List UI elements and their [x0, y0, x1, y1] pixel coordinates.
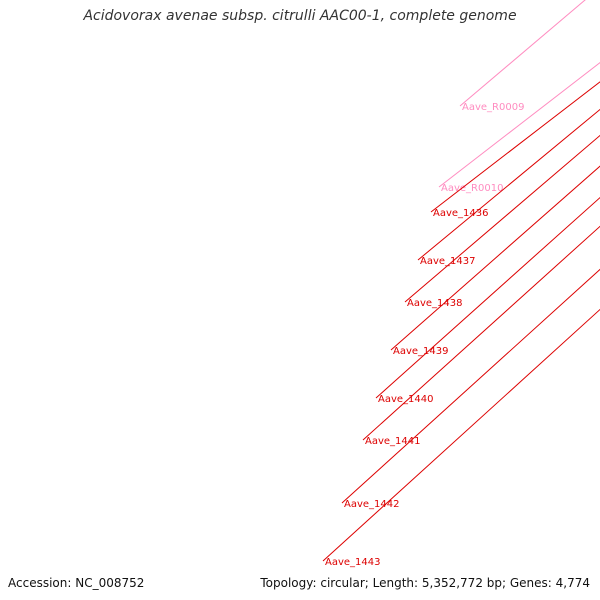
feature-label: Aave_1440 — [378, 394, 434, 405]
feature-label: Aave_1442 — [344, 499, 400, 510]
feature-label: Aave_1438 — [407, 298, 463, 309]
feature-label: Aave_1441 — [365, 436, 421, 447]
feature-leader — [459, 0, 586, 107]
feature-leader — [438, 61, 600, 188]
feature-label: Aave_1439 — [393, 346, 449, 357]
accession-label: Accession: NC_008752 — [8, 576, 145, 590]
feature-leader — [404, 134, 600, 303]
feature-leader — [362, 225, 600, 441]
feature-leader — [322, 308, 600, 562]
feature-label: Aave_1443 — [325, 557, 381, 568]
feature-leader — [341, 268, 600, 504]
feature-leader — [375, 196, 600, 399]
map-title: Acidovorax avenae subsp. citrulli AAC00-… — [83, 8, 517, 24]
feature-leader — [430, 81, 600, 213]
feature-leader — [417, 108, 600, 261]
feature-label: Aave_1436 — [433, 208, 489, 219]
genome-summary: Topology: circular; Length: 5,352,772 bp… — [260, 576, 590, 590]
feature-label: Aave_1437 — [420, 256, 476, 267]
feature-leader — [390, 165, 600, 351]
feature-label: Aave_R0009 — [462, 102, 524, 113]
feature-label: Aave_R0010 — [441, 183, 503, 194]
